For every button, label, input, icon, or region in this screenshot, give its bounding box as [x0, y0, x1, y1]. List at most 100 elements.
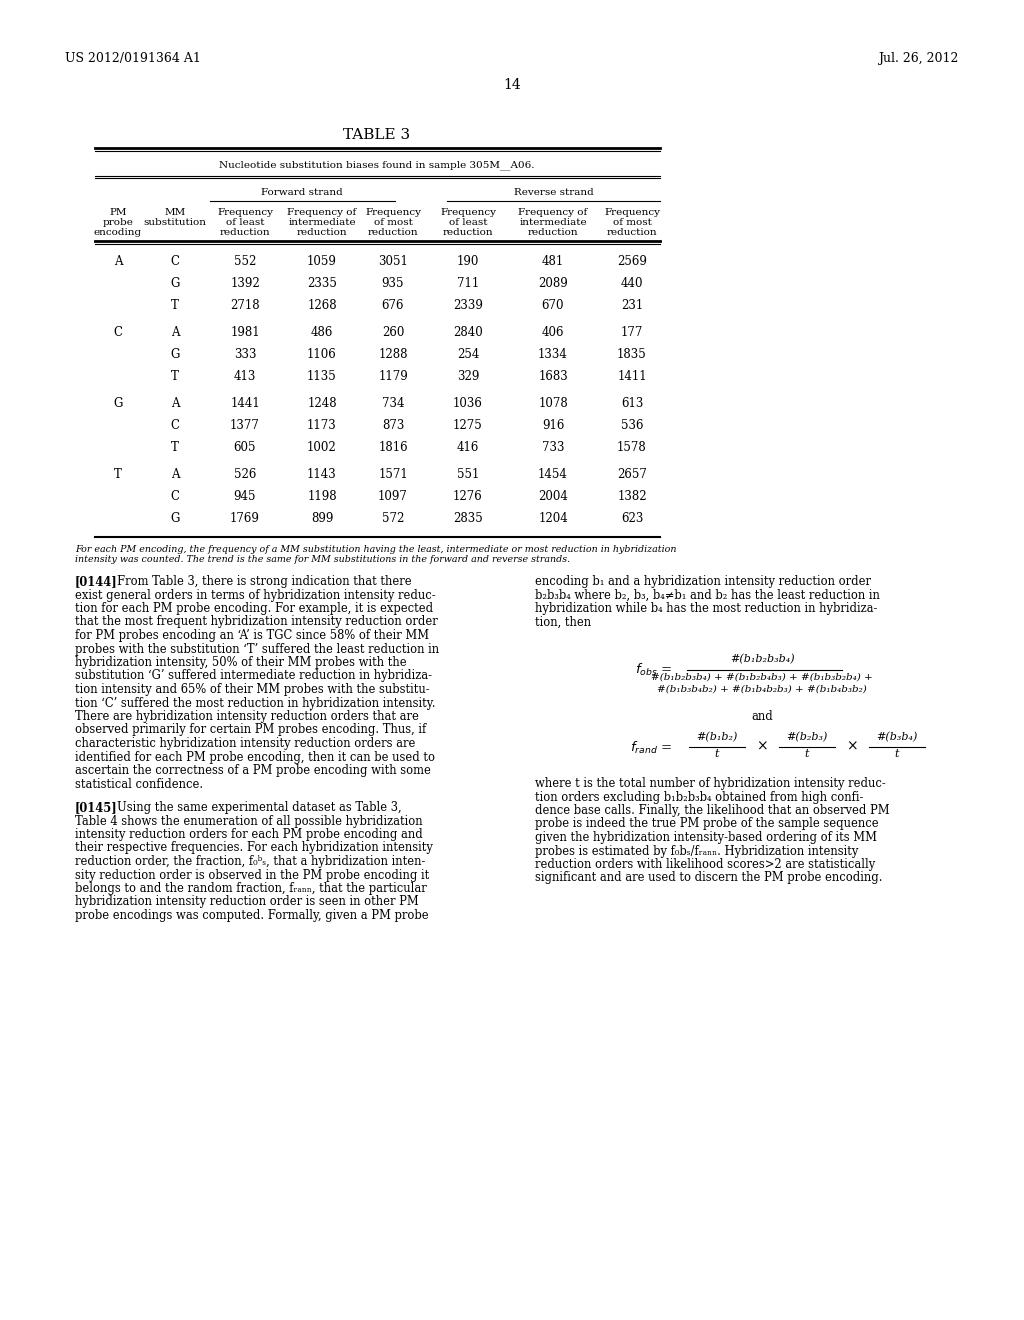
Text: t: t — [895, 748, 899, 759]
Text: $f_{rand}$ =: $f_{rand}$ = — [630, 741, 672, 756]
Text: 406: 406 — [542, 326, 564, 339]
Text: belongs to and the random fraction, fᵣₐₙₙ, that the particular: belongs to and the random fraction, fᵣₐₙ… — [75, 882, 427, 895]
Text: Table 4 shows the enumeration of all possible hybridization: Table 4 shows the enumeration of all pos… — [75, 814, 423, 828]
Text: 260: 260 — [382, 326, 404, 339]
Text: 14: 14 — [503, 78, 521, 92]
Text: Forward strand: Forward strand — [261, 187, 343, 197]
Text: 2339: 2339 — [453, 300, 483, 312]
Text: 1204: 1204 — [539, 512, 568, 525]
Text: probes is estimated by f₀bₛ/fᵣₐₙₙ. Hybridization intensity: probes is estimated by f₀bₛ/fᵣₐₙₙ. Hybri… — [535, 845, 858, 858]
Text: hybridization intensity, 50% of their MM probes with the: hybridization intensity, 50% of their MM… — [75, 656, 407, 669]
Text: Reverse strand: Reverse strand — [514, 187, 594, 197]
Text: Frequency: Frequency — [365, 209, 421, 216]
Text: 1392: 1392 — [230, 277, 260, 290]
Text: [0145]: [0145] — [75, 801, 118, 814]
Text: 572: 572 — [382, 512, 404, 525]
Text: significant and are used to discern the PM probe encoding.: significant and are used to discern the … — [535, 871, 883, 884]
Text: [0144]: [0144] — [75, 576, 118, 587]
Text: C: C — [171, 490, 179, 503]
Text: reduction: reduction — [527, 228, 579, 238]
Text: tion orders excluding b₁b₂b₃b₄ obtained from high confi-: tion orders excluding b₁b₂b₃b₄ obtained … — [535, 791, 863, 804]
Text: Frequency: Frequency — [440, 209, 496, 216]
Text: identified for each PM probe encoding, then it can be used to: identified for each PM probe encoding, t… — [75, 751, 435, 763]
Text: Frequency: Frequency — [604, 209, 660, 216]
Text: For each PM encoding, the frequency of a MM substitution having the least, inter: For each PM encoding, the frequency of a… — [75, 545, 677, 554]
Text: #(b₁b₂): #(b₁b₂) — [696, 733, 737, 742]
Text: C: C — [114, 326, 123, 339]
Text: 2335: 2335 — [307, 277, 337, 290]
Text: of least: of least — [225, 218, 264, 227]
Text: tion intensity and 65% of their MM probes with the substitu-: tion intensity and 65% of their MM probe… — [75, 682, 430, 696]
Text: 413: 413 — [233, 370, 256, 383]
Text: G: G — [170, 348, 179, 360]
Text: 1268: 1268 — [307, 300, 337, 312]
Text: 536: 536 — [621, 418, 643, 432]
Text: that the most frequent hybridization intensity reduction order: that the most frequent hybridization int… — [75, 615, 437, 628]
Text: reduction orders with likelihood scores>2 are statistically: reduction orders with likelihood scores>… — [535, 858, 876, 871]
Text: 676: 676 — [382, 300, 404, 312]
Text: Frequency of: Frequency of — [518, 209, 588, 216]
Text: t: t — [715, 748, 719, 759]
Text: intensity reduction orders for each PM probe encoding and: intensity reduction orders for each PM p… — [75, 828, 423, 841]
Text: dence base calls. Finally, the likelihood that an observed PM: dence base calls. Finally, the likelihoo… — [535, 804, 890, 817]
Text: T: T — [171, 370, 179, 383]
Text: 1334: 1334 — [538, 348, 568, 360]
Text: G: G — [114, 397, 123, 411]
Text: 1179: 1179 — [378, 370, 408, 383]
Text: Using the same experimental dataset as Table 3,: Using the same experimental dataset as T… — [117, 801, 401, 814]
Text: 1571: 1571 — [378, 469, 408, 480]
Text: 623: 623 — [621, 512, 643, 525]
Text: of most: of most — [374, 218, 413, 227]
Text: 1143: 1143 — [307, 469, 337, 480]
Text: G: G — [170, 277, 179, 290]
Text: substitution: substitution — [143, 218, 207, 227]
Text: probe: probe — [102, 218, 133, 227]
Text: 935: 935 — [382, 277, 404, 290]
Text: Nucleotide substitution biases found in sample 305M__A06.: Nucleotide substitution biases found in … — [219, 160, 535, 170]
Text: and: and — [752, 710, 773, 723]
Text: 873: 873 — [382, 418, 404, 432]
Text: #(b₂b₃): #(b₂b₃) — [786, 733, 827, 742]
Text: ascertain the correctness of a PM probe encoding with some: ascertain the correctness of a PM probe … — [75, 764, 431, 777]
Text: 613: 613 — [621, 397, 643, 411]
Text: T: T — [114, 469, 122, 480]
Text: probes with the substitution ‘T’ suffered the least reduction in: probes with the substitution ‘T’ suffere… — [75, 643, 439, 656]
Text: 2657: 2657 — [617, 469, 647, 480]
Text: 1683: 1683 — [539, 370, 568, 383]
Text: of least: of least — [449, 218, 487, 227]
Text: sity reduction order is observed in the PM probe encoding it: sity reduction order is observed in the … — [75, 869, 429, 882]
Text: 711: 711 — [457, 277, 479, 290]
Text: 1059: 1059 — [307, 255, 337, 268]
Text: 254: 254 — [457, 348, 479, 360]
Text: #(b₃b₄): #(b₃b₄) — [877, 733, 918, 742]
Text: A: A — [171, 326, 179, 339]
Text: reduction: reduction — [220, 228, 270, 238]
Text: probe encodings was computed. Formally, given a PM probe: probe encodings was computed. Formally, … — [75, 909, 429, 921]
Text: ×: × — [846, 741, 858, 754]
Text: 1981: 1981 — [230, 326, 260, 339]
Text: A: A — [171, 469, 179, 480]
Text: 1036: 1036 — [453, 397, 483, 411]
Text: US 2012/0191364 A1: US 2012/0191364 A1 — [65, 51, 201, 65]
Text: #(b₁b₂b₃b₄): #(b₁b₂b₃b₄) — [730, 653, 795, 664]
Text: 177: 177 — [621, 326, 643, 339]
Text: 2089: 2089 — [539, 277, 568, 290]
Text: 1106: 1106 — [307, 348, 337, 360]
Text: tion, then: tion, then — [535, 615, 591, 628]
Text: intermediate: intermediate — [288, 218, 355, 227]
Text: statistical confidence.: statistical confidence. — [75, 777, 203, 791]
Text: 329: 329 — [457, 370, 479, 383]
Text: 2569: 2569 — [617, 255, 647, 268]
Text: hybridization intensity reduction order is seen in other PM: hybridization intensity reduction order … — [75, 895, 419, 908]
Text: 1135: 1135 — [307, 370, 337, 383]
Text: T: T — [171, 441, 179, 454]
Text: of most: of most — [612, 218, 651, 227]
Text: 1275: 1275 — [454, 418, 483, 432]
Text: 1454: 1454 — [538, 469, 568, 480]
Text: 2718: 2718 — [230, 300, 260, 312]
Text: 333: 333 — [233, 348, 256, 360]
Text: #(b₁b₃b₄b₂) + #(b₁b₄b₂b₃) + #(b₁b₄b₃b₂): #(b₁b₃b₄b₂) + #(b₁b₄b₂b₃) + #(b₁b₄b₃b₂) — [657, 685, 867, 694]
Text: ×: × — [756, 741, 768, 754]
Text: 734: 734 — [382, 397, 404, 411]
Text: 1578: 1578 — [617, 441, 647, 454]
